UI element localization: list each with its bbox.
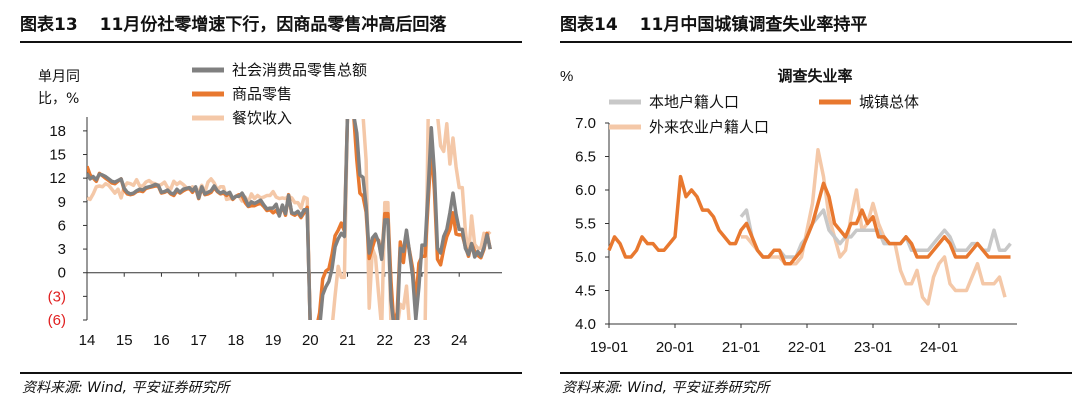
x-tick-label: 21: [339, 332, 356, 349]
x-tick-label: 17: [190, 332, 207, 349]
y-tick-label: 15: [49, 147, 66, 164]
figure-title: 11月份社零增速下行，因商品零售冲高后回落: [99, 15, 447, 35]
legend-label-migrant: 外来农业户籍人口: [649, 118, 769, 136]
x-tick-label: 23-01: [854, 339, 892, 356]
panel-title: 图表13 11月份社零增速下行，因商品零售冲高后回落: [20, 10, 446, 35]
x-tick-label: 22: [376, 332, 393, 349]
y-tick-label: 5.0: [575, 249, 596, 266]
figure-number: 图表13: [20, 15, 78, 35]
x-tick-label: 18: [228, 332, 245, 349]
y-tick-label: 12: [49, 170, 66, 187]
x-tick-label: 20-01: [656, 339, 694, 356]
y-tick-label: 6.5: [575, 149, 596, 166]
source-note: 资料来源: Wind, 平安证券研究所: [562, 380, 770, 396]
unemployment-chart: 7.0 6.5 6.0 5.5 5.0 4.5 4.0 19-01 20-01 21-01 22-0…: [560, 67, 1017, 356]
y-tick-label: 0: [58, 265, 66, 282]
x-tick-label: 24: [451, 332, 468, 349]
y-tick-label: 6: [58, 217, 66, 234]
panel-title: 图表14 11月中国城镇调查失业率持平: [560, 10, 867, 35]
chart-title: 调查失业率: [777, 67, 852, 85]
legend-label-urban: 城镇总体: [859, 93, 919, 111]
x-tick-label: 23: [414, 332, 431, 349]
figure-number: 图表14: [560, 15, 618, 35]
x-tick-label: 21-01: [722, 339, 760, 356]
y-tick-label: 4.0: [575, 316, 596, 333]
title-rule: [20, 41, 522, 43]
legend-label-goods: 商品零售: [232, 85, 292, 103]
x-tick-label: 19: [265, 332, 282, 349]
x-tick-label: 15: [116, 332, 133, 349]
y-tick-label: 6.0: [575, 182, 596, 199]
source-note: 资料来源: Wind, 平安证券研究所: [22, 380, 230, 396]
retail-chart: 18 15 12 9 6 3 0 (3) (6) 14 15 16 17 18 19 20 21 22 23 24 单月…: [38, 61, 502, 349]
title-rule: [560, 41, 1072, 43]
chart-panel-retail: 图表13 11月份社零增速下行，因商品零售冲高后回落 18 15 12 9 6 3 0 (3) (…: [0, 0, 530, 419]
series-line-urban: [607, 174, 1011, 266]
series-line-total: [87, 119, 492, 320]
legend-label-catering: 餐饮收入: [232, 109, 292, 127]
x-tick-label: 14: [79, 332, 96, 349]
y-tick-label: 7.0: [575, 115, 596, 132]
y-tick-label: 18: [49, 123, 66, 140]
legend-label-total: 社会消费品零售总额: [232, 61, 367, 79]
legend-label-local: 本地户籍人口: [649, 93, 739, 111]
y-tick-label: (6): [48, 312, 66, 329]
y-axis-title: 比，%: [38, 91, 79, 107]
y-axis-unit: %: [560, 68, 573, 85]
chart-panel-unemployment: 图表14 11月中国城镇调查失业率持平 7.0 6.5 6.0 5.5 5.0 4.5 4.0…: [540, 0, 1080, 419]
x-tick-label: 20: [302, 332, 319, 349]
source-rule: [560, 372, 1072, 374]
source-rule: [20, 372, 522, 374]
y-tick-label: 9: [58, 194, 66, 211]
series-line-migrant: [741, 148, 1007, 306]
x-tick-label: 22-01: [788, 339, 826, 356]
y-tick-label: 3: [58, 241, 66, 258]
x-tick-label: 24-01: [920, 339, 958, 356]
y-tick-label: 5.5: [575, 216, 596, 233]
y-axis-title: 单月同: [38, 69, 80, 85]
y-tick-label: (3): [48, 288, 66, 305]
x-tick-label: 19-01: [590, 339, 628, 356]
x-tick-label: 16: [153, 332, 170, 349]
y-tick-label: 4.5: [575, 283, 596, 300]
figure-title: 11月中国城镇调查失业率持平: [639, 15, 868, 35]
